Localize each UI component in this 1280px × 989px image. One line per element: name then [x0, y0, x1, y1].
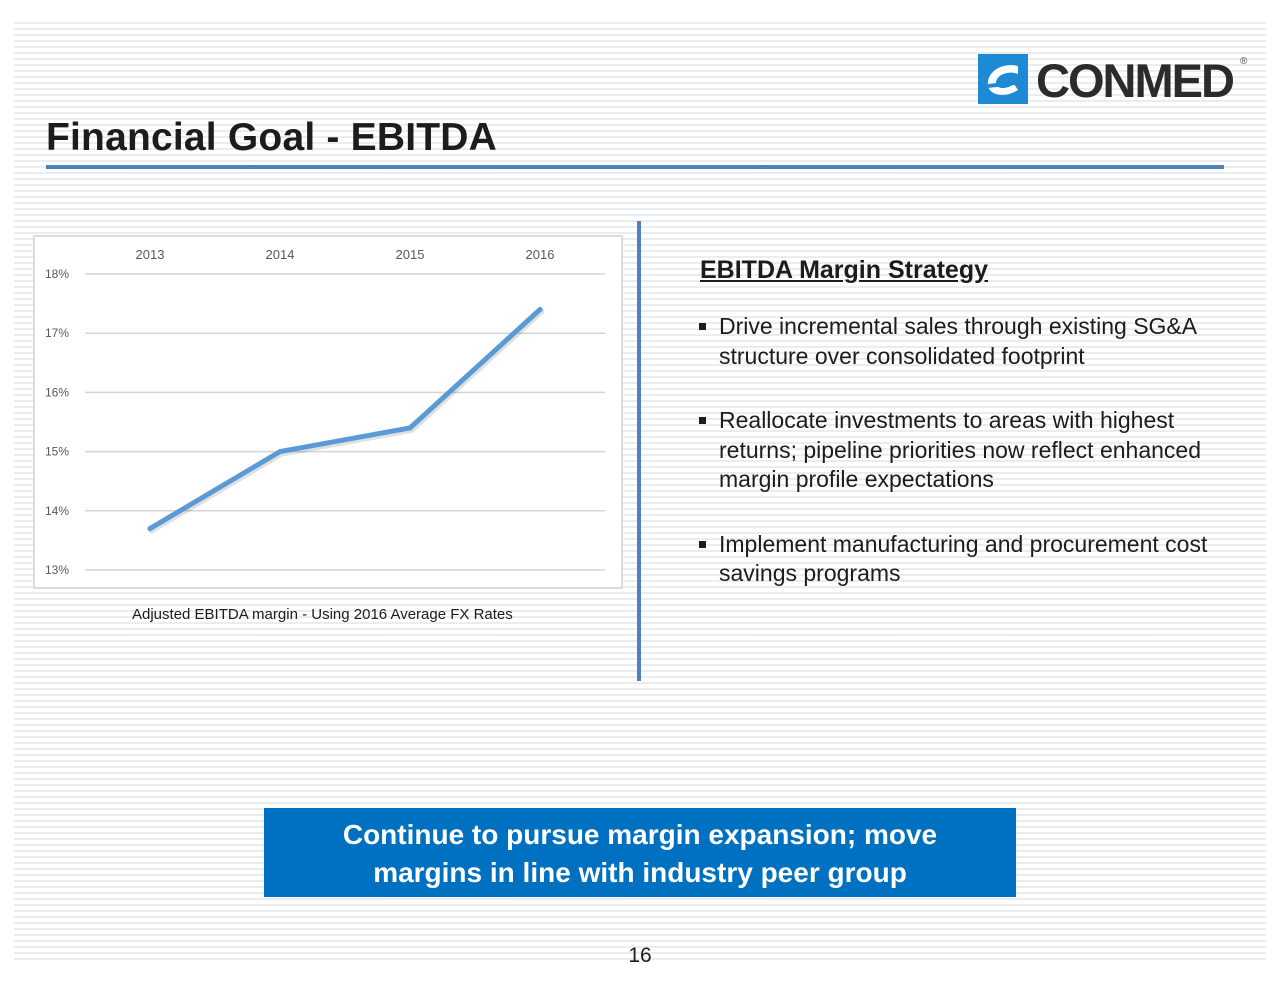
chart-caption: Adjusted EBITDA margin - Using 2016 Aver… — [132, 606, 513, 623]
chart-svg: 18% 17% 16% 15% 14% 13% 2013 2014 2015 2016 — [45, 247, 605, 577]
square-bullet-icon — [699, 323, 706, 330]
y-tick-label: 18% — [45, 267, 69, 281]
data-point — [407, 425, 413, 431]
y-tick-label: 17% — [45, 326, 69, 340]
strategy-bullet: Reallocate investments to areas with hig… — [696, 406, 1216, 495]
page-number: 16 — [628, 944, 652, 967]
strategy-bullet-text: Drive incremental sales through existing… — [719, 313, 1196, 369]
x-tick-label: 2015 — [396, 247, 425, 262]
data-point — [277, 449, 283, 455]
square-bullet-icon — [699, 540, 706, 548]
x-tick-label: 2016 — [526, 247, 555, 262]
title-underline — [46, 165, 1224, 169]
logo-registered-mark: ® — [1240, 56, 1248, 67]
logo-wordmark: CONMED — [1036, 54, 1235, 107]
strategy-bullet-text: Implement manufacturing and procurement … — [719, 530, 1208, 587]
callout-line-2: margins in line with industry peer group — [373, 857, 907, 888]
y-tick-label: 16% — [45, 385, 69, 399]
data-point — [147, 526, 153, 532]
strategy-heading: EBITDA Margin Strategy — [700, 256, 989, 284]
y-tick-label: 15% — [45, 445, 69, 459]
strategy-bullet-list: Drive incremental sales through existing… — [696, 312, 1216, 589]
callout-line-1: Continue to pursue margin expansion; mov… — [342, 819, 938, 850]
y-tick-label: 14% — [45, 504, 69, 518]
vertical-divider — [637, 221, 641, 681]
strategy-bullet-text: Reallocate investments to areas with hig… — [719, 407, 1201, 492]
strategy-bullet: Drive incremental sales through existing… — [696, 312, 1216, 371]
logo-mark-icon — [978, 54, 1028, 104]
callout-banner: Continue to pursue margin expansion; mov… — [264, 808, 1016, 897]
x-tick-label: 2013 — [136, 247, 165, 262]
slide-title: Financial Goal - EBITDA — [46, 116, 497, 159]
square-bullet-icon — [699, 417, 706, 424]
ebitda-margin-chart: 18% 17% 16% 15% 14% 13% 2013 2014 2015 2016 — [33, 235, 623, 589]
conmed-logo: CONMED ® — [978, 54, 1248, 106]
x-tick-label: 2014 — [266, 247, 295, 262]
y-tick-label: 13% — [45, 563, 69, 577]
data-point — [537, 307, 543, 313]
series-line — [147, 307, 543, 532]
series-line-shadow — [148, 308, 545, 534]
strategy-bullet: Implement manufacturing and procurement … — [696, 530, 1216, 589]
